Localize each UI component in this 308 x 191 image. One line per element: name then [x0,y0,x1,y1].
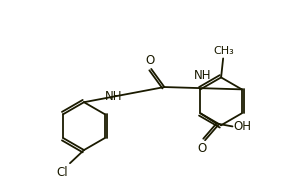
Text: NH: NH [194,69,212,82]
Text: OH: OH [233,120,251,133]
Text: CH₃: CH₃ [213,46,234,56]
Text: NH: NH [105,90,123,103]
Text: Cl: Cl [56,166,68,179]
Text: O: O [197,142,206,155]
Text: O: O [146,54,155,67]
